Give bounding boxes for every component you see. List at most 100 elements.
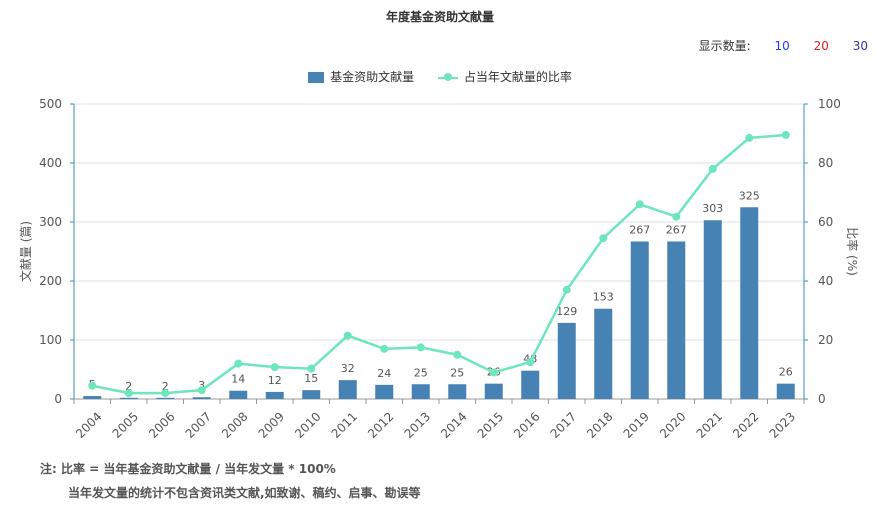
bar (156, 397, 175, 399)
ratio-point (197, 386, 206, 395)
y-left-tick-label: 0 (54, 392, 62, 406)
x-tick-label: 2010 (292, 409, 323, 440)
ratio-point (453, 350, 462, 359)
y-left-tick-label: 500 (39, 97, 62, 111)
display-count-selector: 显示数量: 10 20 30 (699, 37, 868, 54)
y-right-tick-label: 100 (818, 97, 841, 111)
ratio-point (88, 381, 97, 390)
bar (192, 397, 211, 399)
x-tick-label: 2004 (73, 409, 104, 440)
x-tick-label: 2015 (475, 409, 506, 440)
bar-value-label: 2 (125, 380, 132, 393)
legend-bar-label: 基金资助文献量 (330, 70, 415, 84)
bar (265, 391, 284, 399)
ratio-point (416, 343, 425, 352)
y-right-axis-title: 比率 (%) (845, 227, 860, 276)
bar-value-label: 267 (666, 223, 687, 236)
y-right-tick-label: 0 (818, 392, 826, 406)
bar (557, 322, 576, 399)
bar (375, 384, 394, 399)
ratio-point (672, 212, 681, 221)
bar (630, 241, 649, 399)
ratio-point (599, 234, 608, 243)
display-count-option-10[interactable]: 10 (774, 39, 790, 53)
ratio-point (489, 368, 498, 377)
bar (302, 390, 321, 399)
ratio-point (380, 344, 389, 353)
y-left-tick-label: 300 (39, 215, 62, 229)
ratio-point (526, 358, 535, 367)
ratio-point (781, 130, 790, 139)
y-left-tick-label: 100 (39, 333, 62, 347)
bar (667, 241, 686, 399)
bar (776, 383, 795, 399)
y-right-tick-label: 80 (818, 156, 833, 170)
ratio-point (307, 364, 316, 373)
ratio-point (234, 359, 243, 368)
legend-line-label: 占当年文献量的比率 (463, 70, 572, 84)
bar (484, 383, 503, 399)
x-tick-label: 2018 (584, 409, 615, 440)
x-tick-label: 2019 (621, 409, 652, 440)
bar (703, 220, 722, 399)
y-right-tick-label: 60 (818, 215, 833, 229)
y-right-tick-label: 40 (818, 274, 833, 288)
ratio-point (124, 389, 133, 398)
bar-value-label: 25 (450, 366, 464, 379)
x-tick-label: 2007 (183, 409, 214, 440)
ratio-line (92, 133, 786, 395)
x-tick-label: 2023 (767, 409, 798, 440)
x-tick-label: 2006 (146, 409, 177, 440)
bar-value-label: 14 (231, 373, 245, 386)
x-tick-label: 2008 (219, 409, 250, 440)
bar (229, 390, 248, 399)
legend-item-bar[interactable]: 基金资助文献量 (308, 68, 414, 85)
x-tick-label: 2016 (511, 409, 542, 440)
bar-value-label: 129 (556, 305, 577, 318)
ratio-point (635, 200, 644, 209)
ratio-point (562, 285, 571, 294)
x-tick-label: 2020 (657, 409, 688, 440)
bar (521, 370, 540, 399)
bar (594, 308, 613, 399)
bar (411, 384, 430, 399)
note-ratio-formula: 注: 比率 = 当年基金资助文献量 / 当年发文量 * 100% (40, 462, 336, 476)
note-exclusion: 当年发文量的统计不包含资讯类文献,如致谢、稿约、启事、勘误等 (68, 486, 421, 500)
display-count-option-20[interactable]: 20 (813, 39, 829, 53)
chart-legend: 基金资助文献量 占当年文献量的比率 (0, 68, 880, 85)
ratio-point (161, 389, 170, 398)
bar-value-label: 12 (268, 374, 282, 387)
x-tick-label: 2014 (438, 409, 469, 440)
x-tick-label: 2009 (256, 409, 287, 440)
bar-value-label: 15 (304, 372, 318, 385)
bar-value-label: 25 (414, 366, 428, 379)
display-count-option-30[interactable]: 30 (852, 39, 868, 53)
x-tick-label: 2012 (365, 409, 396, 440)
ratio-point (270, 363, 279, 372)
chart-title: 年度基金资助文献量 (385, 10, 494, 24)
legend-item-line[interactable]: 占当年文献量的比率 (437, 68, 572, 85)
y-left-axis-title: 文献量 (篇) (18, 221, 33, 282)
bar-value-label: 26 (779, 366, 793, 379)
display-count-label: 显示数量: (698, 39, 751, 53)
x-tick-label: 2021 (694, 409, 725, 440)
bar (338, 380, 357, 399)
bar-value-label: 24 (377, 367, 391, 380)
legend-bar-swatch (308, 72, 325, 83)
bar-value-label: 153 (593, 291, 614, 304)
bar-value-label: 325 (739, 189, 760, 202)
bar (119, 397, 138, 399)
x-tick-label: 2017 (548, 409, 579, 440)
bar-value-label: 267 (629, 223, 650, 236)
x-tick-label: 2022 (730, 409, 761, 440)
bar (83, 396, 102, 399)
x-tick-label: 2013 (402, 409, 433, 440)
bar-value-label: 303 (702, 202, 723, 215)
legend-line-swatch (437, 72, 458, 83)
bar-value-label: 3 (198, 379, 205, 392)
ratio-point (343, 331, 352, 340)
ratio-point (745, 133, 754, 142)
bar-value-label: 32 (341, 362, 355, 375)
bar (448, 384, 467, 399)
y-left-tick-label: 200 (39, 274, 62, 288)
